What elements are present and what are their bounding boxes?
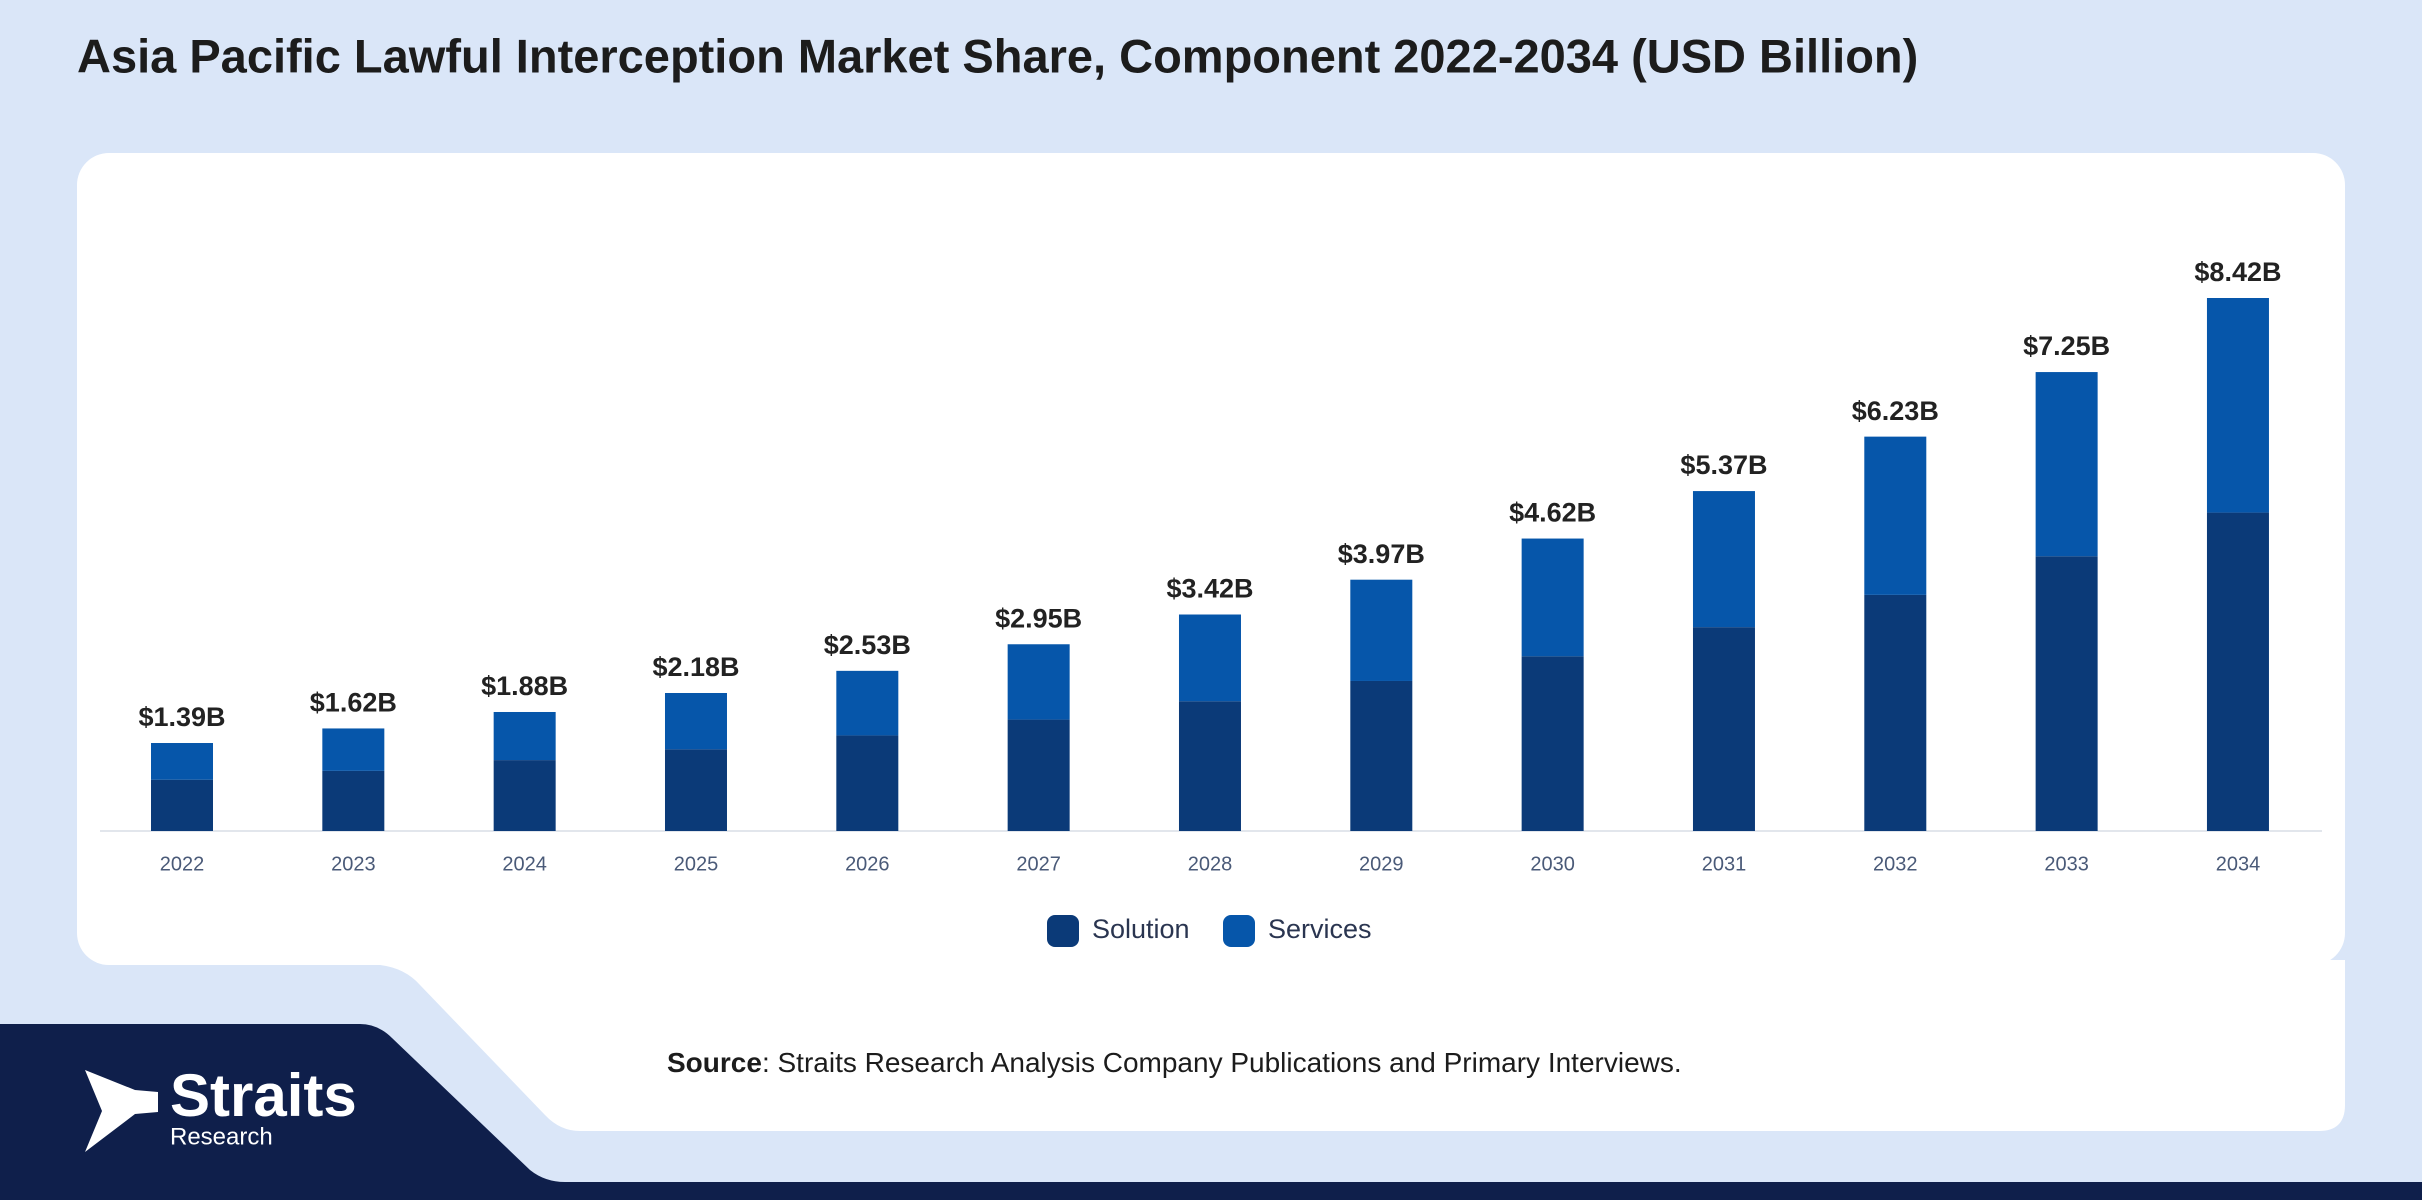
x-tick-label: 2027 [1016,853,1061,875]
legend-swatch [1047,915,1079,947]
bar-segment [1178,614,1241,702]
total-label: $2.53B [824,630,911,660]
total-label: $1.39B [138,702,225,732]
bar-segment [493,760,556,831]
bar-segment [664,749,727,831]
x-tick-label: 2033 [2044,853,2089,875]
bar-segment [1178,701,1241,831]
bar-segment [322,728,385,771]
bar-segment [1007,644,1070,720]
total-label: $1.62B [310,688,397,718]
logo-icon [85,1070,158,1152]
x-tick-label: 2031 [1702,853,1747,875]
bar-segment [1521,538,1584,657]
bar-segment [1864,436,1927,595]
chart-title: Asia Pacific Lawful Interception Market … [77,29,1918,82]
bar-segment [1521,656,1584,831]
logo-sub: Research [170,1123,273,1150]
source-label: Source [667,1047,762,1078]
bar-segment [2035,372,2098,557]
footer [0,1024,2422,1200]
source-card [380,960,2345,1131]
total-label: $2.95B [995,603,1082,633]
bar-segment [2035,556,2098,831]
bar-segment [1864,594,1927,831]
x-tick-label: 2026 [845,853,890,875]
total-label: $1.88B [481,671,568,701]
total-label: $4.62B [1509,498,1596,528]
x-tick-label: 2022 [160,853,205,875]
legend-label: Solution [1092,914,1190,944]
x-tick-label: 2025 [674,853,719,875]
bar-segment [2206,298,2269,513]
bar-segment [151,779,213,831]
bar-segment [493,711,556,761]
total-label: $3.97B [1338,539,1425,569]
bar-segment [1350,579,1413,681]
x-tick-label: 2029 [1359,853,1404,875]
total-label: $7.25B [2023,331,2110,361]
bar-segment [836,670,899,736]
bar-segment [1692,491,1755,628]
legend-swatch [1223,915,1255,947]
chart-card [77,153,2345,965]
total-label: $6.23B [1852,396,1939,426]
x-tick-label: 2024 [502,853,547,875]
bar-segment [1350,680,1413,831]
x-tick-label: 2030 [1530,853,1575,875]
logo-name: Straits [170,1062,357,1129]
x-tick-label: 2023 [331,853,376,875]
bar-segment [322,770,385,831]
total-label: $8.42B [2194,257,2281,287]
total-label: $5.37B [1680,450,1767,480]
bar-segment [836,735,899,831]
total-label: $3.42B [1166,574,1253,604]
bar-segment [1692,627,1755,831]
source-text: : Straits Research Analysis Company Publ… [762,1047,1682,1078]
bar-segment [664,693,727,750]
x-tick-label: 2034 [2216,853,2261,875]
source: Source: Straits Research Analysis Compan… [667,1047,1682,1078]
total-label: $2.18B [652,652,739,682]
bar-segment [2206,512,2269,831]
legend-label: Services [1268,914,1372,944]
bar-segment [151,743,213,780]
x-tick-label: 2028 [1188,853,1233,875]
x-tick-label: 2032 [1873,853,1918,875]
bar-segment [1007,719,1070,831]
